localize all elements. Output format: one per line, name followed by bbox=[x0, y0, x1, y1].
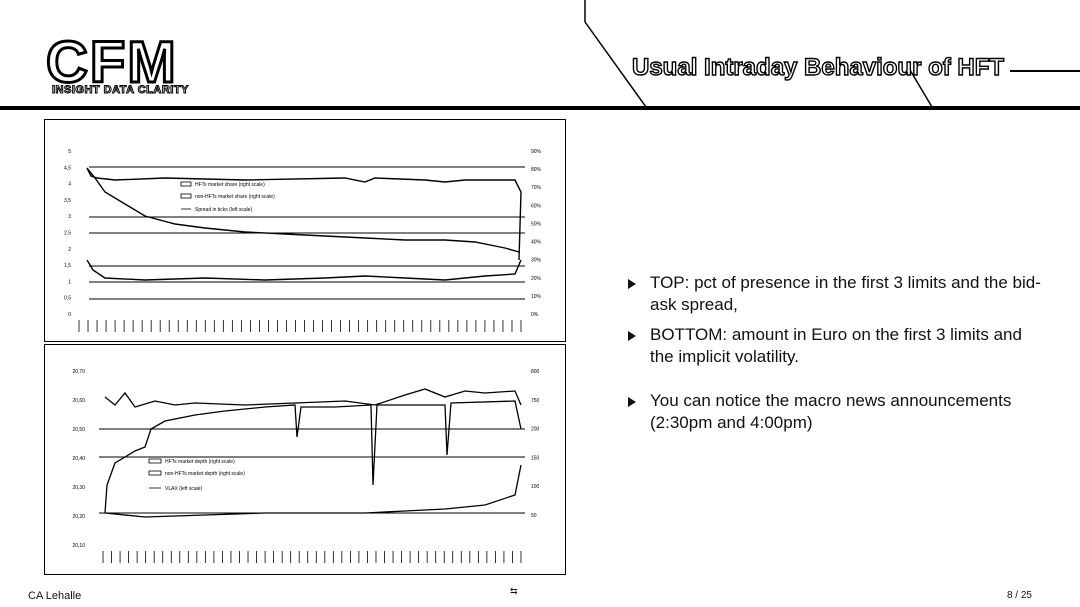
bottom-right-tick-label: 800 bbox=[531, 369, 540, 375]
top-left-tick-label: 0 bbox=[68, 312, 71, 318]
bullet-news: You can notice the macro news announceme… bbox=[628, 390, 1048, 434]
top-right-ticks: 90% 80% 70% 60% 50% 40% 30% 20% 10% 0% bbox=[531, 149, 542, 318]
top-left-tick-label: 4,5 bbox=[64, 165, 71, 171]
bottom-chart-image: 20,70 20,60 20,50 20,40 20,30 20,20 20,10 800 7… bbox=[44, 344, 566, 575]
cfm-logo: CFM bbox=[45, 29, 178, 97]
top-x-ticks bbox=[78, 320, 522, 332]
top-left-tick-label: 1 bbox=[68, 279, 71, 285]
logo-tagline: INSIGHT DATA CLARITY bbox=[52, 84, 189, 97]
slide-title: Usual Intraday Behaviour of HFT bbox=[631, 53, 1005, 81]
hft-share-line bbox=[86, 167, 522, 261]
bullet-text: BOTTOM: amount in Euro on the first 3 li… bbox=[650, 325, 1022, 366]
legend-hft: HFTs market share (right scale) bbox=[195, 182, 265, 188]
top-right-tick-label: 30% bbox=[531, 258, 542, 264]
bottom-left-ticks: 20,70 20,60 20,50 20,40 20,30 20,20 20,10 bbox=[72, 369, 85, 549]
top-right-tick-label: 60% bbox=[531, 203, 542, 209]
legend-nonhft-depth: non-HFTs market depth (right scale) bbox=[165, 471, 245, 477]
bullet-top: TOP: pct of presence in the first 3 limi… bbox=[628, 272, 1048, 316]
top-left-tick-label: 0,5 bbox=[64, 296, 71, 302]
bullet-text: You can notice the macro news announceme… bbox=[650, 391, 1012, 432]
top-chart: 5 4,5 4 3,5 3 2,5 2 1,5 1 0,5 0 90% 80% 70% 60% 50% 40%… bbox=[64, 149, 542, 332]
top-left-tick-label: 5 bbox=[68, 149, 71, 155]
legend-swatch-hft bbox=[180, 181, 192, 187]
bullet-text: TOP: pct of presence in the first 3 limi… bbox=[650, 273, 1041, 314]
legend-swatch-hft-depth bbox=[148, 458, 162, 464]
bottom-left-tick-label: 20,30 bbox=[72, 485, 85, 491]
vlax-line bbox=[104, 400, 522, 514]
bullet-marker-icon bbox=[628, 279, 636, 289]
top-left-tick-label: 3,5 bbox=[64, 198, 71, 204]
top-left-tick-label: 2,5 bbox=[64, 231, 71, 237]
top-left-tick-label: 4 bbox=[68, 182, 71, 188]
bottom-left-tick-label: 20,40 bbox=[72, 456, 85, 462]
top-right-tick-label: 0% bbox=[531, 312, 539, 318]
top-left-tick-label: 1,5 bbox=[64, 263, 71, 269]
hft-depth-line bbox=[104, 388, 522, 408]
bottom-left-tick-label: 20,60 bbox=[72, 398, 85, 404]
bottom-chart-gridlines bbox=[99, 428, 525, 514]
spread-line bbox=[86, 167, 520, 253]
bottom-legend: HFTs market depth (right scale) non-HFTs… bbox=[148, 458, 245, 492]
bottom-left-tick-label: 20,10 bbox=[72, 543, 85, 549]
top-chart-gridlines bbox=[89, 166, 525, 300]
legend-spread: Spread in ticks (left scale) bbox=[195, 207, 253, 213]
header-rule bbox=[0, 106, 1080, 110]
top-left-ticks: 5 4,5 4 3,5 3 2,5 2 1,5 1 0,5 0 bbox=[64, 149, 71, 318]
header-decoration bbox=[584, 0, 933, 108]
legend-vlax: VLAX (left scale) bbox=[165, 486, 203, 492]
nav-icon[interactable]: ⇆ bbox=[510, 586, 518, 596]
non-hft-share-line bbox=[86, 259, 522, 281]
top-chart-image: 5 4,5 4 3,5 3 2,5 2 1,5 1 0,5 0 90% 80% 70% 60% 50% 40%… bbox=[44, 119, 566, 342]
top-right-tick-label: 70% bbox=[531, 185, 542, 191]
bottom-right-tick-label: 750 bbox=[531, 398, 540, 404]
legend-hft-depth: HFTs market depth (right scale) bbox=[165, 459, 235, 465]
bottom-x-ticks bbox=[102, 551, 522, 563]
top-left-tick-label: 2 bbox=[68, 247, 71, 253]
bottom-chart: 20,70 20,60 20,50 20,40 20,30 20,20 20,10 800 7… bbox=[72, 369, 540, 563]
bullet-list: TOP: pct of presence in the first 3 limi… bbox=[628, 272, 1048, 442]
top-right-tick-label: 90% bbox=[531, 149, 542, 155]
bullet-marker-icon bbox=[628, 397, 636, 407]
legend-nonhft: non-HFTs market share (right scale) bbox=[195, 194, 275, 200]
bottom-right-tick-label: 200 bbox=[531, 427, 540, 433]
legend-swatch-nonhft bbox=[180, 193, 192, 199]
top-legend: HFTs market share (right scale) non-HFTs… bbox=[180, 181, 275, 213]
bottom-left-tick-label: 20,20 bbox=[72, 514, 85, 520]
bullet-bottom: BOTTOM: amount in Euro on the first 3 li… bbox=[628, 324, 1048, 368]
bottom-left-tick-label: 20,50 bbox=[72, 427, 85, 433]
top-right-tick-label: 10% bbox=[531, 294, 542, 300]
top-right-tick-label: 20% bbox=[531, 276, 542, 282]
svg-text:CFM: CFM bbox=[46, 30, 178, 95]
bottom-right-tick-label: 50 bbox=[531, 513, 537, 519]
footer-author: CA Lehalle bbox=[28, 590, 82, 602]
page-number: 8 / 25 bbox=[1006, 590, 1032, 601]
bottom-left-tick-label: 20,70 bbox=[72, 369, 85, 375]
legend-swatch-nonhft-depth bbox=[148, 470, 162, 476]
bullet-marker-icon bbox=[628, 331, 636, 341]
bottom-right-tick-label: 100 bbox=[531, 484, 540, 490]
top-right-tick-label: 80% bbox=[531, 167, 542, 173]
bottom-right-tick-label: 150 bbox=[531, 455, 540, 461]
title-rule bbox=[1010, 70, 1080, 72]
bottom-right-ticks: 800 750 200 150 100 50 bbox=[531, 369, 540, 519]
top-right-tick-label: 50% bbox=[531, 221, 542, 227]
top-right-tick-label: 40% bbox=[531, 240, 542, 246]
top-left-tick-label: 3 bbox=[68, 214, 71, 220]
non-hft-depth-line bbox=[104, 464, 522, 518]
